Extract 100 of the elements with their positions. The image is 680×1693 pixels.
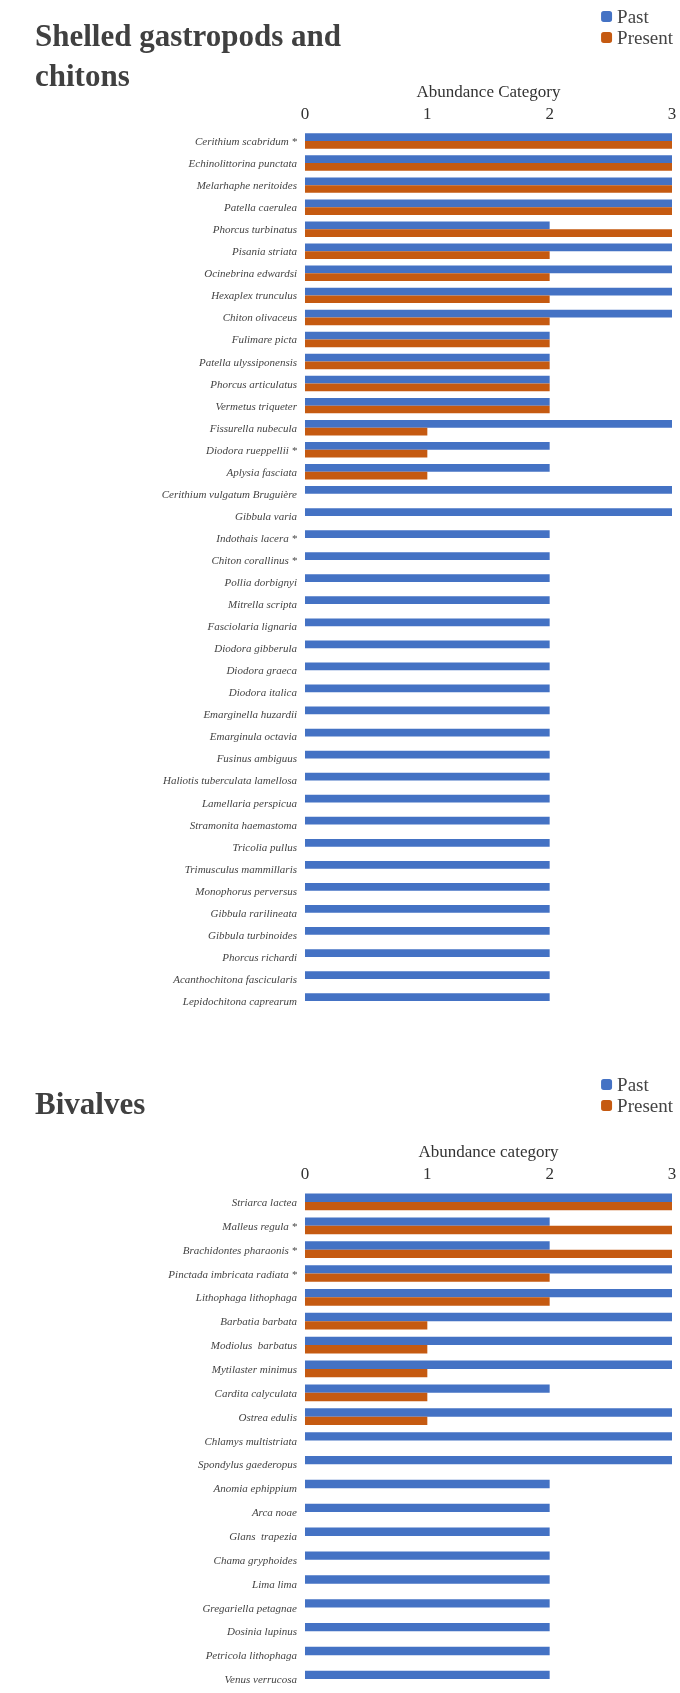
x-tick-label: 3 (667, 1164, 677, 1183)
bar (305, 838, 550, 847)
bar (305, 221, 550, 230)
bar (305, 287, 672, 296)
y-tick-label: Lamellaria perspicua (200, 796, 298, 809)
x-axis-title: Abundance Category (416, 82, 561, 102)
y-tick-label: Lima lima (251, 1577, 298, 1590)
bar (305, 339, 550, 348)
y-tick-label: Fissurella nubecula (208, 421, 298, 434)
bar (305, 375, 550, 384)
bar (305, 1217, 550, 1226)
x-tick-label: 0 (300, 1164, 310, 1183)
y-tick-label: Fasciolaria lignaria (206, 620, 298, 633)
y-tick-label: Petricola lithophaga (204, 1649, 298, 1662)
y-tick-label: Pollia dorbignyi (223, 576, 297, 589)
y-tick-label: Gibbula turbinoides (208, 928, 297, 941)
bar (305, 530, 550, 538)
y-tick-label: Fulimare picta (230, 333, 298, 346)
bar (305, 1345, 428, 1354)
y-tick-label: Chama gryphoides (213, 1553, 297, 1566)
bar (305, 1360, 672, 1369)
bar (305, 309, 672, 318)
bar (305, 1392, 428, 1402)
bar (305, 1432, 672, 1441)
y-tick-label: Gregariella petagnae (202, 1601, 298, 1614)
y-tick-label: Diodora graeca (225, 664, 298, 677)
bar (305, 1416, 428, 1425)
y-tick-label: Brachidontes pharaonis * (182, 1243, 298, 1256)
bar (305, 1289, 672, 1298)
bar (305, 199, 672, 208)
bar (305, 1599, 550, 1608)
x-tick-label: 2 (545, 104, 554, 123)
y-tick-label: Diodora italica (227, 686, 298, 699)
bar (305, 163, 672, 171)
y-tick-label: Spondylus gaederopus (198, 1458, 297, 1471)
y-tick-label: Gibbula rarilineata (210, 906, 298, 919)
y-tick-label: Trimusculus mammillaris (184, 862, 297, 875)
y-tick-label: Patella caerulea (222, 201, 298, 214)
bar (305, 1551, 550, 1560)
bar (305, 155, 672, 164)
y-tick-label: Ocinebrina edwardsi (204, 267, 297, 280)
bar (305, 618, 550, 627)
y-tick-label: Mitrella scripta (227, 598, 298, 611)
bar (305, 883, 550, 891)
legend-label: Present (617, 1095, 674, 1116)
bar (305, 361, 550, 370)
bar (305, 317, 550, 326)
y-tick-label: Aplysia fasciata (225, 465, 298, 478)
bar (305, 397, 550, 406)
bar (305, 442, 550, 450)
bar (305, 295, 550, 304)
bar (305, 1456, 672, 1465)
bar (305, 552, 550, 560)
y-tick-label: Mytilaster minimus (210, 1362, 297, 1375)
x-axis-title: Abundance category (418, 1142, 560, 1162)
bar (305, 229, 672, 237)
x-tick-label: 0 (300, 104, 310, 123)
bar (305, 662, 550, 671)
bar (305, 353, 550, 362)
bar (305, 574, 550, 583)
y-tick-label: Phorcus articulatus (209, 377, 297, 390)
bar (305, 1273, 550, 1282)
bar (305, 133, 672, 142)
y-tick-label: Acanthochitona fascicularis (172, 972, 297, 985)
y-tick-label: Lepidochitona caprearum (181, 994, 298, 1007)
bar (305, 1336, 672, 1346)
y-tick-label: Stramonita haemastoma (189, 818, 298, 831)
bar (305, 1479, 550, 1489)
y-tick-label: Dosinia lupinus (226, 1625, 297, 1638)
y-tick-label: Diodora rueppellii * (204, 443, 298, 456)
legend-label: Past (617, 6, 650, 27)
bar (305, 464, 550, 472)
y-tick-label: Venus verrucosa (224, 1673, 298, 1686)
bar (305, 927, 550, 935)
y-tick-label: Patella ulyssiponensis (197, 355, 297, 368)
bar (305, 1646, 550, 1656)
bar (305, 419, 672, 428)
bar (305, 405, 550, 414)
bar (305, 1623, 550, 1632)
y-tick-label: Barbatia barbata (220, 1315, 298, 1328)
x-tick-label: 1 (423, 104, 432, 123)
bar (305, 1225, 672, 1235)
bar (305, 1575, 550, 1584)
bar (305, 706, 550, 715)
y-tick-label: Lithophaga lithophaga (194, 1291, 298, 1304)
legend-label: Past (617, 1074, 650, 1095)
bar (305, 273, 550, 282)
bar (305, 596, 550, 605)
bar (305, 1193, 672, 1202)
y-tick-label: Monophorus perversus (194, 884, 297, 897)
y-tick-label: Echinolittorina punctata (187, 157, 298, 170)
y-tick-label: Emarginula octavia (208, 730, 298, 743)
bar (305, 185, 672, 193)
bar (305, 471, 428, 480)
bar (305, 141, 672, 149)
bar (305, 684, 550, 693)
bar (305, 640, 550, 649)
x-tick-label: 1 (423, 1164, 432, 1183)
bar (305, 1312, 672, 1322)
bar (305, 750, 550, 759)
